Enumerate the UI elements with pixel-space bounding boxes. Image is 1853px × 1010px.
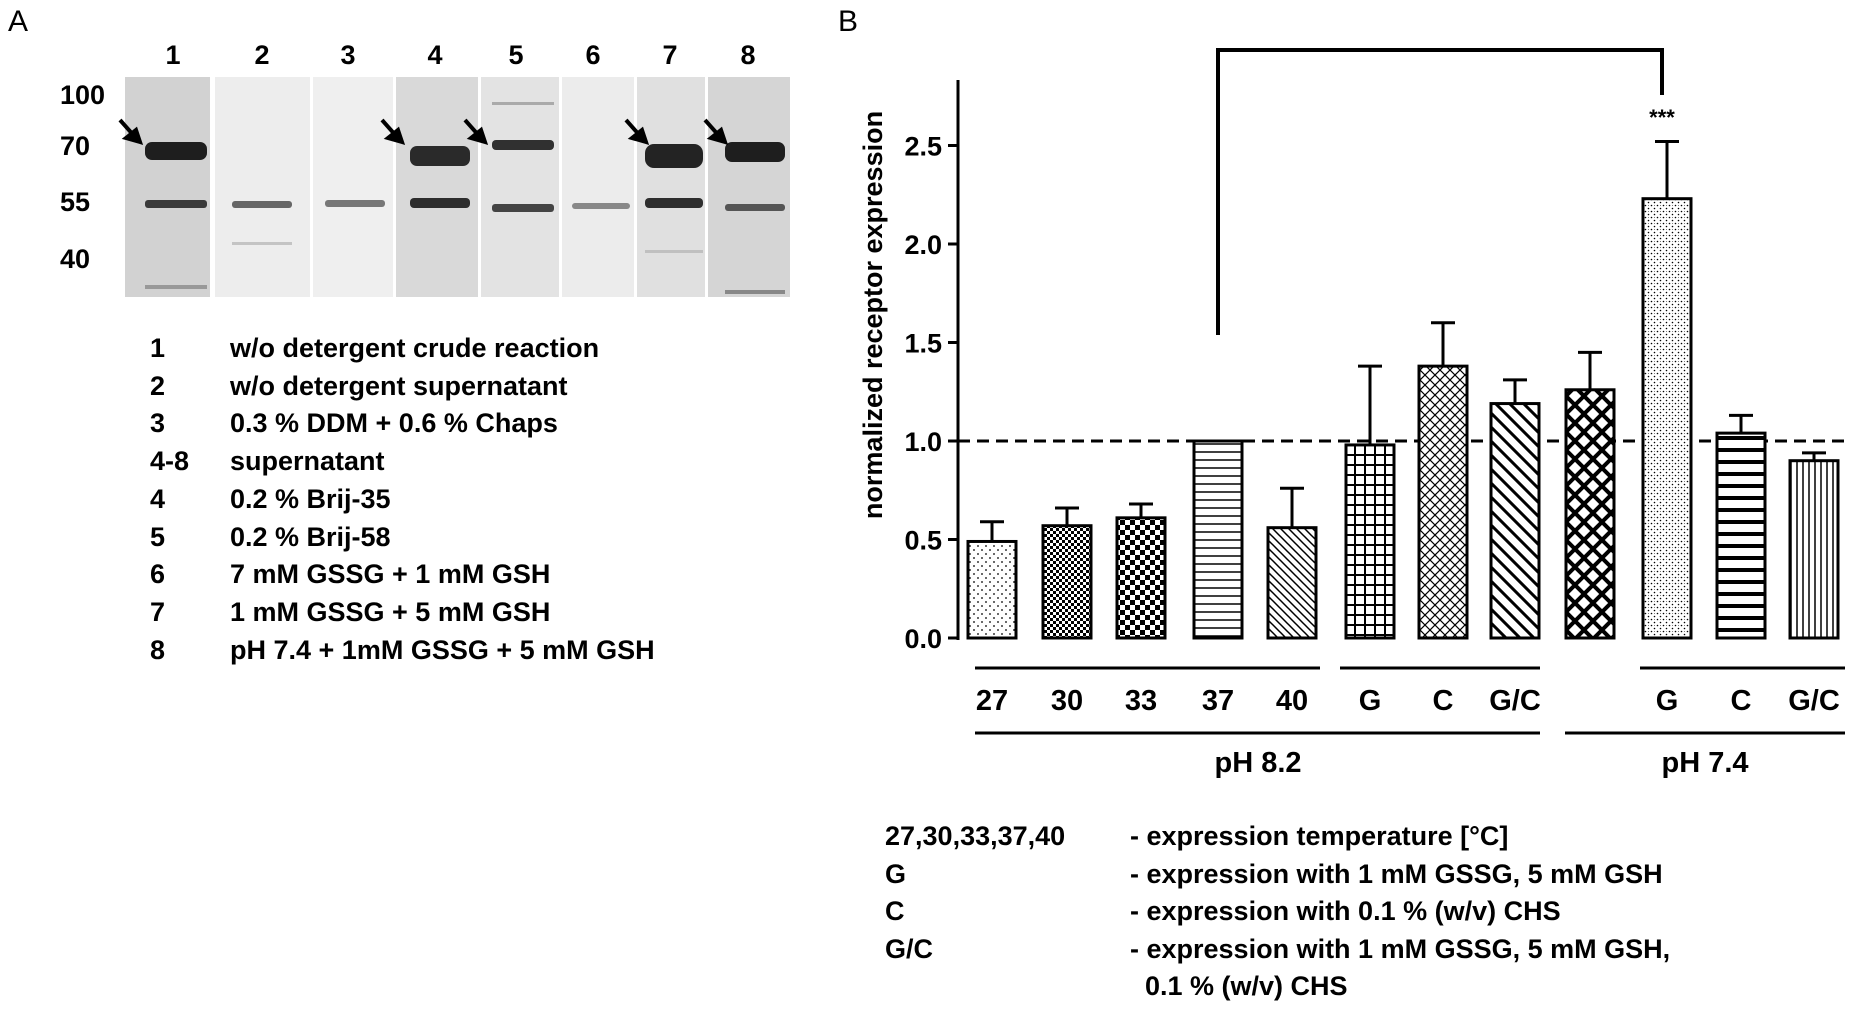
lane-legend-row: 3 0.3 % DDM + 0.6 % Chaps <box>150 405 655 443</box>
y-tick-label: 1.0 <box>904 427 942 457</box>
bar <box>1417 364 1469 640</box>
legend-key: 5 <box>150 521 166 552</box>
condition-legend-row: G/C - expression with 1 mM GSSG, 5 mM GSH… <box>885 931 1670 969</box>
y-axis-label: normalized receptor expression <box>858 111 888 519</box>
lane-number: 5 <box>508 40 524 70</box>
lane-legend-row: 4-8 supernatant <box>150 443 655 481</box>
legend-key: 8 <box>150 634 166 665</box>
x-tick-label: 33 <box>1125 685 1157 717</box>
legend-key: 2 <box>150 370 166 401</box>
legend-text: - expression with 0.1 % (w/v) CHS <box>1130 896 1561 926</box>
lane-number: 8 <box>740 40 756 70</box>
legend-text: w/o detergent crude reaction <box>230 333 600 363</box>
condition-legend-row: 27,30,33,37,40 - expression temperature [… <box>885 818 1670 856</box>
bar <box>1192 439 1244 640</box>
western-blot-image <box>118 77 790 297</box>
x-tick-label: G <box>1656 685 1679 717</box>
legend-text: - expression with 1 mM GSSG, 5 mM GSH, <box>1130 933 1671 964</box>
bar <box>1344 443 1396 640</box>
x-tick-label: G/C <box>1788 685 1840 717</box>
lane-legend-row: 1 w/o detergent crude reaction <box>150 330 655 368</box>
bar <box>1041 524 1093 640</box>
lane-number: 4 <box>427 40 443 70</box>
panel-b-letter: B <box>838 5 859 38</box>
legend-key: C <box>885 896 905 926</box>
legend-text: w/o detergent supernatant <box>230 370 568 401</box>
lane-number: 3 <box>340 40 356 70</box>
y-tick-label: 2.5 <box>904 132 942 162</box>
legend-text: 0.2 % Brij-58 <box>230 521 391 552</box>
legend-text: pH 7.4 + 1mM GSSG + 5 mM GSH <box>230 634 655 665</box>
lane-legend-row: 4 0.2 % Brij-35 <box>150 481 655 519</box>
lane-legend-row: 8 pH 7.4 + 1mM GSSG + 5 mM GSH <box>150 632 655 670</box>
mw-marker-label: 70 <box>60 131 91 161</box>
bar <box>1788 459 1840 640</box>
lane-number: 1 <box>165 40 181 70</box>
x-tick-label: C <box>1433 685 1454 717</box>
bar <box>1489 402 1541 640</box>
legend-key: 1 <box>150 333 166 363</box>
group-label: pH 8.2 <box>1214 747 1301 779</box>
legend-key: 7 <box>150 596 166 627</box>
y-tick-label: 0.0 <box>904 624 942 654</box>
legend-key: 27,30,33,37,40 <box>885 821 1066 851</box>
mw-marker-label: 55 <box>60 187 91 217</box>
x-tick-label: 27 <box>976 685 1008 717</box>
legend-key: 6 <box>150 559 166 590</box>
lane-number: 2 <box>254 40 270 70</box>
y-tick-label: 2.0 <box>904 230 942 260</box>
legend-key: 4-8 <box>150 446 190 477</box>
x-tick-label: 40 <box>1276 685 1308 717</box>
x-tick-label: 30 <box>1051 685 1083 717</box>
condition-legend: 27,30,33,37,40 - expression temperature [… <box>885 818 1670 1006</box>
bar <box>966 539 1018 640</box>
legend-text: 1 mM GSSG + 5 mM GSH <box>230 596 551 627</box>
legend-text: 0.1 % (w/v) CHS <box>1130 971 1348 1001</box>
bar-chart: 0.0 0.5 1.0 1.5 2.0 2.5 27 30 33 37 40 G C G/C G C G/C pH… <box>858 48 1845 779</box>
condition-legend-row: G - expression with 1 mM GSSG, 5 mM GSH <box>885 856 1670 894</box>
bar <box>1641 197 1693 640</box>
significance-label: *** <box>1649 105 1675 130</box>
bar <box>1564 388 1616 640</box>
legend-text: 0.2 % Brij-35 <box>230 483 391 514</box>
legend-key: 3 <box>150 408 166 439</box>
lane-legend-row: 6 7 mM GSSG + 1 mM GSH <box>150 556 655 594</box>
lane-legend-row: 2 w/o detergent supernatant <box>150 368 655 406</box>
y-tick-label: 1.5 <box>904 329 942 359</box>
panel-a-letter: A <box>8 5 29 38</box>
x-tick-label: 37 <box>1202 685 1234 717</box>
legend-key: G <box>885 858 907 889</box>
lane-number: 6 <box>585 40 601 70</box>
legend-key <box>885 968 1130 1006</box>
bar <box>1715 431 1767 640</box>
legend-key: 4 <box>150 483 166 514</box>
x-tick-label: G <box>1359 685 1382 717</box>
legend-text: 7 mM GSSG + 1 mM GSH <box>230 559 551 590</box>
legend-text: - expression temperature [°C] <box>1130 821 1509 851</box>
mw-marker-label: 100 <box>60 80 106 110</box>
lane-legend-row: 5 0.2 % Brij-58 <box>150 519 655 557</box>
y-tick-label: 0.5 <box>904 526 942 556</box>
legend-key: G/C <box>885 933 934 964</box>
condition-legend-row: 0.1 % (w/v) CHS <box>885 968 1670 1006</box>
legend-text: - expression with 1 mM GSSG, 5 mM GSH <box>1130 858 1663 889</box>
group-label: pH 7.4 <box>1661 747 1748 779</box>
lane-legend-row: 7 1 mM GSSG + 5 mM GSH <box>150 594 655 632</box>
lane-number: 7 <box>662 40 678 70</box>
bar <box>1115 516 1167 640</box>
x-tick-label: G/C <box>1489 685 1541 717</box>
significance-bracket <box>1216 48 1664 335</box>
x-tick-label: C <box>1731 685 1752 717</box>
condition-legend-row: C - expression with 0.1 % (w/v) CHS <box>885 893 1670 931</box>
legend-text: 0.3 % DDM + 0.6 % Chaps <box>230 408 558 439</box>
legend-text: supernatant <box>230 446 385 477</box>
mw-marker-label: 40 <box>60 244 91 274</box>
lane-legend: 1 w/o detergent crude reaction 2 w/o deter… <box>150 330 655 669</box>
bar <box>1266 526 1318 640</box>
